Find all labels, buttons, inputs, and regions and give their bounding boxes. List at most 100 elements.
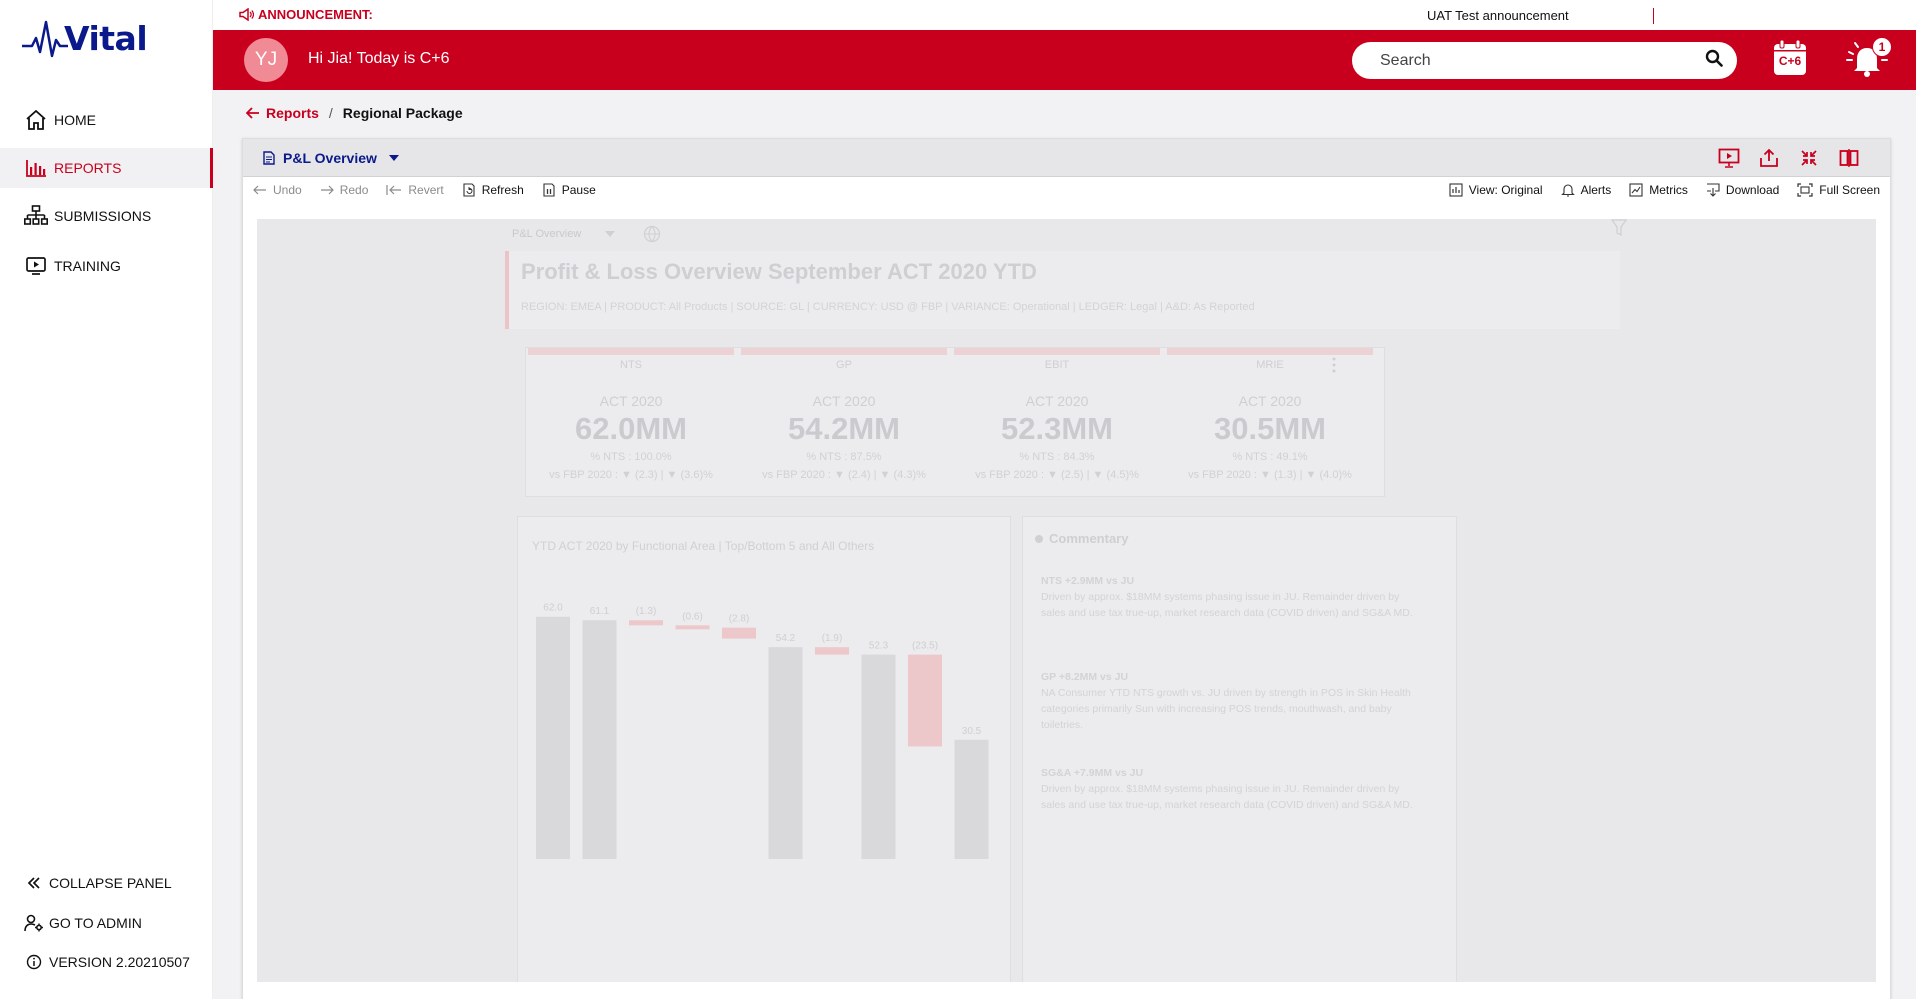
chart-bar: [908, 654, 942, 747]
vital-logo[interactable]: Vital: [22, 18, 148, 58]
download-button[interactable]: Download: [1706, 183, 1779, 197]
search-input[interactable]: [1380, 51, 1705, 70]
redo-button[interactable]: Redo: [320, 183, 369, 197]
top-header: YJ Hi Jia! Today is C+6 C+6 1: [213, 30, 1916, 90]
full-screen-button[interactable]: Full Screen: [1797, 183, 1880, 197]
presentation-icon[interactable]: [1718, 147, 1740, 169]
avatar[interactable]: YJ: [244, 38, 288, 82]
commentary-item-heading: NTS +2.9MM vs JU: [1041, 575, 1135, 587]
redo-label: Redo: [339, 183, 369, 197]
pause-icon: [543, 183, 555, 197]
view-selector-label: P&L Overview: [283, 150, 377, 166]
view-selector[interactable]: P&L Overview: [263, 150, 399, 166]
revert-button[interactable]: Revert: [386, 183, 444, 197]
commentary-item-body: Driven by approx. $18MM systems phasing …: [1041, 591, 1413, 619]
dashboard-title-box: Profit & Loss Overview September ACT 202…: [505, 251, 1620, 329]
info-icon: [24, 952, 44, 972]
go-to-admin-label: GO TO ADMIN: [49, 915, 142, 931]
waterfall-chart-card: YTD ACT 2020 by Functional Area | Top/Bo…: [517, 516, 1101, 982]
chart-data-label: 62.0: [543, 603, 563, 614]
dashboard-title: Profit & Loss Overview September ACT 202…: [521, 259, 1037, 284]
sidebar-item-training[interactable]: TRAINING: [0, 246, 213, 286]
collapse-panel-label: COLLAPSE PANEL: [49, 875, 172, 891]
chart-bar: [815, 647, 849, 655]
dashboard-tab-label: P&L Overview: [512, 228, 582, 240]
kpi-card: NTS ACT 2020 62.0MM % NTS : 100.0% vs FB…: [528, 348, 734, 498]
commentary-item-heading: GP +8.2MM vs JU: [1041, 671, 1129, 683]
panel-header-icons: [1718, 147, 1860, 169]
logo-text: Vital: [64, 18, 148, 58]
kpi-percent: % NTS : 49.1%: [1232, 451, 1308, 463]
kpi-accent-bar: [1167, 348, 1373, 355]
calendar-icon: [1774, 39, 1806, 75]
refresh-button[interactable]: Refresh: [462, 183, 524, 197]
revert-icon: [386, 185, 402, 195]
kpi-card: EBIT ACT 2020 52.3MM % NTS : 84.3% vs FB…: [954, 348, 1160, 498]
chart-bar: [722, 627, 756, 639]
kpi-name: MRIE: [1256, 359, 1284, 371]
org-chart-icon: [24, 204, 48, 228]
announcement-text: UAT Test announcement: [1427, 8, 1569, 23]
chart-bar: [629, 620, 663, 626]
home-icon: [24, 108, 48, 132]
kpi-name: GP: [836, 359, 852, 371]
collapse-panel-button[interactable]: COLLAPSE PANEL: [24, 873, 172, 893]
sidebar-item-home[interactable]: HOME: [0, 100, 213, 140]
toolbar-left-group: Undo Redo Revert Refresh Pause: [253, 183, 596, 197]
alerts-button[interactable]: Alerts: [1560, 183, 1612, 197]
heartbeat-icon: [22, 20, 68, 58]
chart-data-label: 54.2: [776, 633, 796, 644]
download-label: Download: [1725, 183, 1780, 197]
calendar-button[interactable]: C+6: [1772, 39, 1808, 77]
go-to-admin-button[interactable]: GO TO ADMIN: [24, 913, 142, 933]
dashboard-embed[interactable]: P&L Overview Profit & Loss Overview Sept…: [257, 219, 1876, 982]
kpi-accent-bar: [528, 348, 734, 355]
chevron-down-icon: [388, 155, 399, 161]
notification-badge: 1: [1872, 37, 1892, 57]
chart-data-label: 30.5: [962, 726, 982, 737]
metrics-button[interactable]: Metrics: [1629, 183, 1688, 197]
version-label: VERSION 2.20210507: [49, 954, 190, 970]
commentary-header: Commentary: [1035, 531, 1128, 546]
alerts-label: Alerts: [1580, 183, 1612, 197]
sidebar-item-reports[interactable]: REPORTS: [0, 148, 213, 188]
kpi-value: 52.3MM: [1001, 411, 1113, 446]
commentary-item: GP +8.2MM vs JU NA Consumer YTD NTS grow…: [1041, 669, 1421, 733]
fullscreen-icon: [1797, 183, 1813, 197]
sidebar-item-label: REPORTS: [54, 160, 122, 176]
commentary-item: NTS +2.9MM vs JU Driven by approx. $18MM…: [1041, 573, 1421, 621]
dashboard-loading-overlay: P&L Overview Profit & Loss Overview Sept…: [257, 219, 1876, 982]
compare-columns-icon[interactable]: [1838, 147, 1860, 169]
sidebar-item-label: HOME: [54, 112, 96, 128]
play-screen-icon: [24, 254, 48, 278]
pause-label: Pause: [561, 183, 596, 197]
search-icon[interactable]: [1705, 49, 1723, 72]
chart-data-label: (1.9): [822, 633, 843, 644]
kpi-card: MRIE ACT 2020 30.5MM % NTS : 49.1% vs FB…: [1167, 348, 1373, 498]
kpi-accent-bar: [954, 348, 1160, 355]
collapse-arrows-icon[interactable]: [1798, 147, 1820, 169]
status-dot-icon: [1035, 534, 1043, 543]
kpi-value: 30.5MM: [1214, 411, 1326, 446]
kpi-percent: % NTS : 84.3%: [1019, 451, 1095, 463]
pause-button[interactable]: Pause: [542, 183, 596, 197]
dashboard-subtitle: REGION: EMEA | PRODUCT: All Products | S…: [521, 301, 1255, 313]
commentary-card: Commentary NTS +2.9MM vs JU Driven by ap…: [1022, 516, 1457, 982]
kpi-value: 62.0MM: [575, 411, 687, 446]
chart-bar: [675, 625, 710, 630]
undo-arrow-icon: [253, 185, 266, 195]
sidebar-item-submissions[interactable]: SUBMISSIONS: [0, 196, 213, 236]
breadcrumb-back-link[interactable]: Reports: [246, 105, 319, 121]
commentary-item-body: Driven by approx. $18MM systems phasing …: [1041, 783, 1413, 811]
document-icon: [263, 151, 275, 165]
report-toolbar: Undo Redo Revert Refresh Pause: [243, 177, 1890, 203]
share-export-icon[interactable]: [1758, 147, 1780, 169]
chart-data-label: (23.5): [912, 641, 938, 652]
undo-label: Undo: [273, 183, 302, 197]
chart-data-label: (0.6): [682, 611, 703, 622]
metrics-icon: [1629, 183, 1643, 197]
undo-button[interactable]: Undo: [253, 183, 302, 197]
view-original-button[interactable]: View: Original: [1449, 183, 1543, 197]
breadcrumb-current: Regional Package: [342, 105, 463, 121]
full-screen-label: Full Screen: [1819, 183, 1880, 197]
